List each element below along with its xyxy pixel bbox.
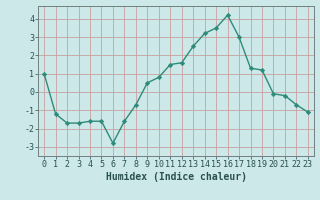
X-axis label: Humidex (Indice chaleur): Humidex (Indice chaleur) <box>106 172 246 182</box>
